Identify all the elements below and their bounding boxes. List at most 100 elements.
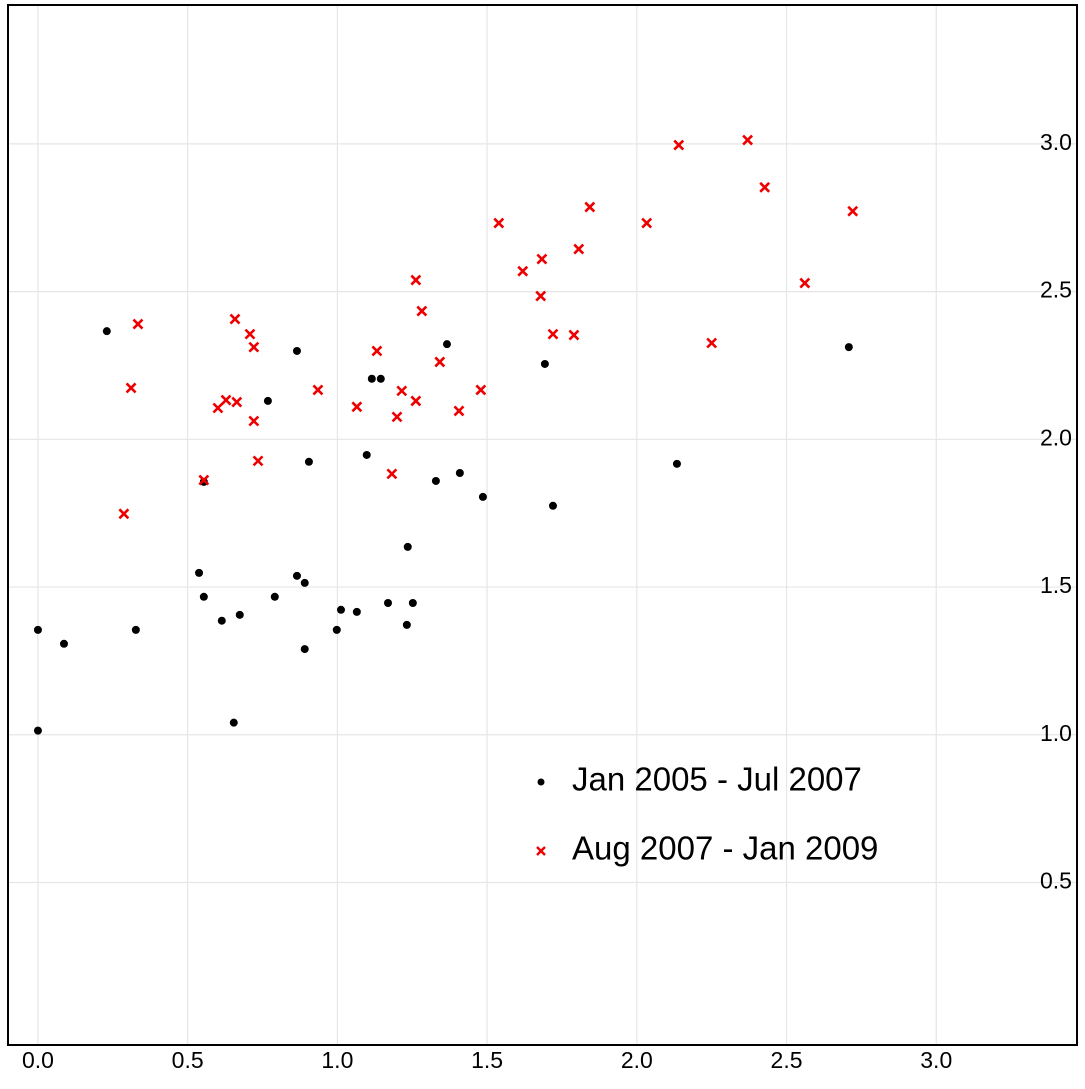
y-tick-label: 2.5 xyxy=(1040,277,1072,303)
point xyxy=(248,341,260,353)
marker-stroke xyxy=(231,396,243,408)
point xyxy=(410,395,422,407)
point xyxy=(383,599,392,607)
marker-stroke xyxy=(453,405,465,417)
point xyxy=(568,329,580,341)
marker-stroke xyxy=(434,356,446,368)
marker-stroke xyxy=(125,382,137,394)
marker-stroke xyxy=(799,277,811,289)
marker-stroke xyxy=(416,305,428,317)
point xyxy=(292,571,301,580)
point xyxy=(402,620,411,629)
legend-marker xyxy=(536,846,546,856)
y-tick-label: 2.0 xyxy=(1040,424,1072,450)
marker-stroke xyxy=(759,181,771,193)
point xyxy=(102,327,111,336)
marker-stroke xyxy=(198,474,210,486)
x-tick-label: 1.0 xyxy=(321,1047,353,1073)
point xyxy=(352,607,361,616)
plot-background xyxy=(8,5,1077,1045)
legend-label: Aug 2007 - Jan 2009 xyxy=(572,830,878,867)
point xyxy=(391,411,403,423)
point xyxy=(59,639,68,648)
marker-stroke xyxy=(847,205,859,217)
point xyxy=(312,384,324,396)
point xyxy=(198,474,210,486)
marker-stroke xyxy=(132,318,144,330)
point xyxy=(131,625,140,634)
point xyxy=(300,578,309,587)
x-tick-label: 1.5 xyxy=(471,1047,503,1073)
marker-stroke xyxy=(535,290,547,302)
marker-stroke xyxy=(248,415,260,427)
marker-stroke xyxy=(244,328,256,340)
point xyxy=(229,718,238,727)
point xyxy=(235,610,244,619)
marker-stroke xyxy=(410,274,422,286)
marker-stroke xyxy=(371,345,383,357)
point xyxy=(742,134,754,146)
y-tick-label: 1.0 xyxy=(1040,720,1072,746)
point xyxy=(132,318,144,330)
point xyxy=(535,290,547,302)
point xyxy=(672,459,681,468)
x-tick-label: 2.5 xyxy=(771,1047,803,1073)
point xyxy=(248,415,260,427)
point xyxy=(673,139,685,151)
point xyxy=(304,457,313,466)
point xyxy=(229,313,241,325)
point xyxy=(371,345,383,357)
legend-label: Jan 2005 - Jul 2007 xyxy=(572,761,862,798)
point xyxy=(199,592,208,601)
point xyxy=(847,205,859,217)
point xyxy=(396,385,408,397)
point xyxy=(536,253,548,265)
marker-stroke xyxy=(386,468,398,480)
point xyxy=(517,265,529,277)
x-tick-label: 2.0 xyxy=(621,1047,653,1073)
point xyxy=(759,181,771,193)
point xyxy=(332,625,341,634)
x-tick-label: 0.0 xyxy=(22,1047,54,1073)
point xyxy=(195,568,204,577)
point xyxy=(367,374,376,383)
point xyxy=(573,243,585,255)
point xyxy=(231,396,243,408)
point xyxy=(33,625,42,634)
marker-stroke xyxy=(391,411,403,423)
x-tick-label: 3.0 xyxy=(920,1047,952,1073)
y-tick-label: 1.5 xyxy=(1040,572,1072,598)
point xyxy=(416,305,428,317)
marker-stroke xyxy=(568,329,580,341)
point xyxy=(292,346,301,355)
marker-stroke xyxy=(517,265,529,277)
marker-stroke xyxy=(547,328,559,340)
point xyxy=(386,468,398,480)
point xyxy=(547,328,559,340)
point xyxy=(376,374,385,383)
point xyxy=(706,337,718,349)
point xyxy=(641,217,653,229)
legend-marker xyxy=(537,778,545,786)
point xyxy=(799,277,811,289)
point xyxy=(270,592,279,601)
plot-frame xyxy=(7,4,1078,1046)
marker-stroke xyxy=(584,201,596,213)
point xyxy=(493,217,505,229)
marker-stroke xyxy=(248,341,260,353)
point xyxy=(351,401,363,413)
point xyxy=(300,645,309,654)
point xyxy=(431,476,440,485)
point xyxy=(252,455,264,467)
marker-stroke xyxy=(673,139,685,151)
marker-stroke xyxy=(410,395,422,407)
point xyxy=(455,469,464,477)
point xyxy=(408,599,417,607)
marker-stroke xyxy=(351,401,363,413)
point xyxy=(442,340,451,349)
marker-stroke xyxy=(252,455,264,467)
point xyxy=(410,274,422,286)
marker-stroke xyxy=(742,134,754,146)
marker-stroke xyxy=(229,313,241,325)
